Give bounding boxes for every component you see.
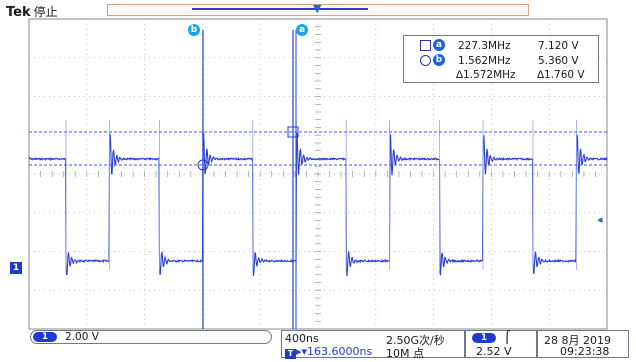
trigger-source-badge: 1	[472, 333, 496, 343]
delta-frequency: ∆1.572MHz	[456, 69, 516, 81]
record-length: 10M 点	[386, 347, 424, 360]
ch1-scale: 2.00 V	[65, 331, 99, 343]
cursor-a-point	[287, 126, 299, 138]
cursor-b-badge: b	[433, 54, 445, 66]
sample-rate: 2.50G次/秒	[386, 334, 445, 347]
tek-brand: Tek 停止	[6, 3, 58, 20]
trigger-position-icon: ▼	[313, 2, 322, 15]
ch1-badge: 1	[33, 332, 57, 342]
delta-voltage: ∆1.760 V	[537, 69, 585, 81]
circle-cursor-icon	[420, 55, 431, 66]
trigger-level: 2.52 V	[476, 345, 512, 358]
ch1-ground-marker[interactable]: 1	[10, 262, 22, 274]
horizontal-panel[interactable]: 400ns T ▸▾163.6000ns 2.50G次/秒 10M 点	[281, 330, 465, 360]
time: 09:23:38	[560, 345, 610, 358]
cursor-a-voltage: 7.120 V	[538, 40, 579, 52]
cursor-a-badge: a	[433, 39, 445, 51]
cursor-a-frequency: 227.3MHz	[458, 40, 511, 52]
square-cursor-icon	[420, 40, 431, 51]
brand-name: Tek	[6, 5, 31, 20]
datetime-panel: 28 8月 2019 09:23:38	[537, 330, 629, 358]
acquisition-state: 停止	[33, 5, 58, 19]
horizontal-position: 163.6000ns	[307, 345, 373, 358]
time-per-division: 400ns	[285, 332, 319, 345]
record-window	[192, 8, 368, 10]
offset-arrow-icon: ▸▾	[296, 345, 308, 358]
rising-edge-icon: ⌠	[504, 330, 511, 344]
cursor-b-tag[interactable]: b	[188, 24, 200, 36]
cursor-b-point	[197, 159, 209, 171]
date: 28 8月 2019	[544, 334, 611, 347]
cursor-b-frequency: 1.562MHz	[458, 55, 511, 67]
trigger-offset-icon: T	[285, 349, 296, 359]
cursor-a-tag[interactable]: a	[296, 24, 308, 36]
record-view-bar: ▼	[107, 2, 529, 16]
cursor-readout: a 227.3MHz 7.120 V b 1.562MHz 5.360 V ∆1…	[403, 35, 599, 83]
ch1-scale-pill[interactable]: 1 2.00 V	[30, 330, 272, 344]
cursor-b-voltage: 5.360 V	[538, 55, 579, 67]
ch1-scale-panel[interactable]: 1 2.00 V	[30, 330, 272, 360]
trigger-level-arrow-icon: ◂	[597, 213, 603, 226]
trigger-panel[interactable]: 1 ⌠ 2.52 V	[465, 330, 537, 358]
ch1-waveform	[28, 132, 608, 277]
